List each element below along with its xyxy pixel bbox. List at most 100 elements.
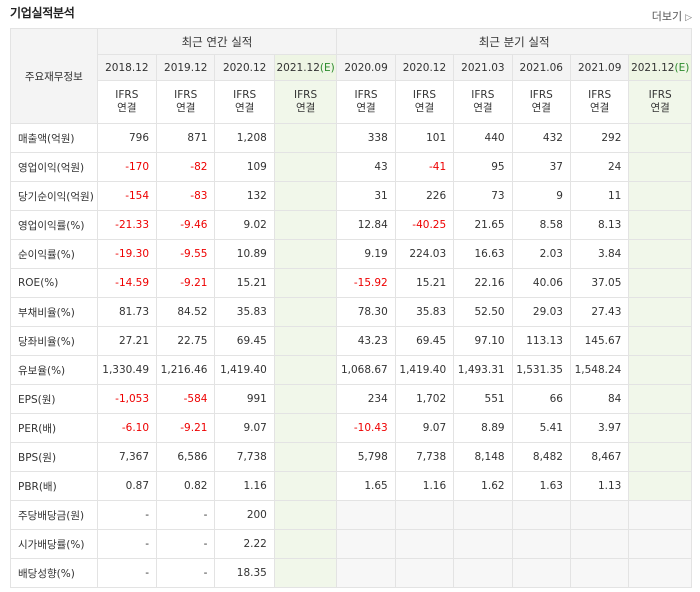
ifrs-header: IFRS 연결	[336, 80, 396, 124]
quarter-cell-empty	[336, 500, 396, 530]
row-header-label: 주요재무정보	[10, 28, 98, 124]
quarter-cell-empty	[453, 500, 513, 530]
quarter-cell-empty	[336, 558, 396, 588]
quarter-cell: 1,068.67	[336, 355, 396, 385]
row-label: PER(배)	[10, 413, 98, 443]
quarter-cell	[628, 442, 692, 472]
annual-cell: -83	[156, 181, 216, 211]
annual-cell	[273, 384, 338, 414]
row-label: 순이익률(%)	[10, 239, 98, 269]
row-label: ROE(%)	[10, 268, 98, 298]
quarter-cell: 234	[336, 384, 396, 414]
annual-cell: 18.35	[214, 558, 275, 588]
table-row: 영업이익률(%) -21.33 -9.46 9.02 12.84 -40.25 21.65 8…	[10, 210, 692, 240]
ifrs-label: IFRS	[412, 89, 436, 101]
table-row: 배당성향(%) - -18.35	[10, 558, 692, 588]
annual-cell	[273, 326, 338, 356]
table-row: 매출액(억원) 796 871 1,208 338 101 440 432 292	[10, 123, 692, 153]
consolidated-label: 연결	[650, 102, 670, 114]
annual-date-header: 2018.12	[96, 54, 158, 81]
annual-cell: 1,216.46	[156, 355, 216, 385]
more-link[interactable]: 더보기 ▷	[652, 8, 692, 24]
ifrs-header: IFRS 연결	[96, 80, 158, 124]
row-label: 당기순이익(억원)	[10, 181, 98, 211]
quarter-cell-empty	[453, 558, 513, 588]
table-row: 순이익률(%) -19.30 -9.55 10.89 9.19 224.03 16.63 2.…	[10, 239, 692, 269]
annual-cell: -154	[96, 181, 158, 211]
quarter-cell: 24	[569, 152, 630, 182]
consolidated-label: 연결	[176, 102, 196, 114]
annual-cell	[273, 152, 338, 182]
quarter-cell: 7,738	[394, 442, 455, 472]
annual-cell: 22.75	[156, 326, 216, 356]
ifrs-header: IFRS 연결	[511, 80, 571, 124]
date-label: 2021.09	[577, 61, 622, 74]
quarter-cell: 224.03	[394, 239, 455, 269]
quarter-cell-empty	[511, 558, 571, 588]
annual-cell: -9.21	[156, 268, 216, 298]
ifrs-label: IFRS	[354, 89, 378, 101]
quarter-cell: 11	[569, 181, 630, 211]
table-row: ROE(%) -14.59 -9.21 15.21 -15.92 15.21 22.16 40…	[10, 268, 692, 298]
annual-cell: 84.52	[156, 297, 216, 327]
annual-cell: 109	[214, 152, 275, 182]
quarter-cell-empty	[569, 500, 630, 530]
quarter-cell	[628, 471, 692, 501]
quarter-cell: 69.45	[394, 326, 455, 356]
quarter-cell: -41	[394, 152, 455, 182]
annual-cell	[273, 210, 338, 240]
ifrs-header: IFRS 연결	[156, 80, 216, 124]
quarter-cell: 5,798	[336, 442, 396, 472]
table-row: PER(배) -6.10 -9.21 9.07 -10.43 9.07 8.89 5.41 3.…	[10, 413, 692, 443]
row-label: 영업이익(억원)	[10, 152, 98, 182]
chevron-right-icon: ▷	[685, 13, 692, 23]
quarter-cell: 27.43	[569, 297, 630, 327]
ifrs-label: IFRS	[648, 89, 672, 101]
quarter-cell: 8,467	[569, 442, 630, 472]
quarter-cell: 84	[569, 384, 630, 414]
date-label: 2020.12	[222, 61, 267, 74]
quarter-cell	[628, 413, 692, 443]
quarter-cell: 35.83	[394, 297, 455, 327]
quarter-cell	[628, 210, 692, 240]
ifrs-label: IFRS	[588, 89, 612, 101]
quarter-cell: 78.30	[336, 297, 396, 327]
annual-cell: 1,208	[214, 123, 275, 153]
ifrs-header: IFRS 연결	[628, 80, 692, 124]
row-label: 시가배당률(%)	[10, 529, 98, 559]
quarter-cell-empty	[569, 529, 630, 559]
financial-table: 주요재무정보 최근 연간 실적 최근 분기 실적 2018.12 2019.12 2…	[10, 28, 692, 588]
annual-cell	[273, 297, 338, 327]
quarter-cell-empty	[628, 529, 692, 559]
quarter-cell	[628, 384, 692, 414]
annual-cell: -14.59	[96, 268, 158, 298]
ifrs-header: IFRS 연결	[214, 80, 275, 124]
annual-date-header: 2021.12(E)	[273, 54, 338, 81]
annual-cell	[273, 181, 338, 211]
annual-cell	[273, 268, 338, 298]
date-header-row: 2018.12 2019.12 2020.12 2021.12(E) 2020.09 20…	[10, 54, 692, 81]
quarter-cell: 8.58	[511, 210, 571, 240]
consolidated-label: 연결	[414, 102, 435, 114]
quarter-cell: 3.84	[569, 239, 630, 269]
annual-cell: 1,330.49	[96, 355, 158, 385]
consolidated-label: 연결	[473, 102, 493, 114]
quarter-cell: 1.16	[394, 471, 455, 501]
quarter-cell: 40.06	[511, 268, 571, 298]
date-label: 2021.03	[461, 61, 505, 74]
quarter-cell: 9.19	[336, 239, 396, 269]
annual-cell: -	[96, 500, 158, 530]
annual-cell	[273, 355, 338, 385]
annual-cell: 81.73	[96, 297, 158, 327]
quarter-cell-empty	[511, 500, 571, 530]
annual-cell: -584	[156, 384, 216, 414]
quarter-cell: 22.16	[453, 268, 513, 298]
quarter-cell: 5.41	[511, 413, 571, 443]
annual-cell: -6.10	[96, 413, 158, 443]
quarter-cell: 43	[336, 152, 396, 182]
annual-cell: 1,419.40	[214, 355, 275, 385]
row-label: 유보율(%)	[10, 355, 98, 385]
date-label: 2020.09	[344, 61, 388, 74]
quarter-cell: 1,493.31	[453, 355, 513, 385]
annual-cell: 6,586	[156, 442, 216, 472]
